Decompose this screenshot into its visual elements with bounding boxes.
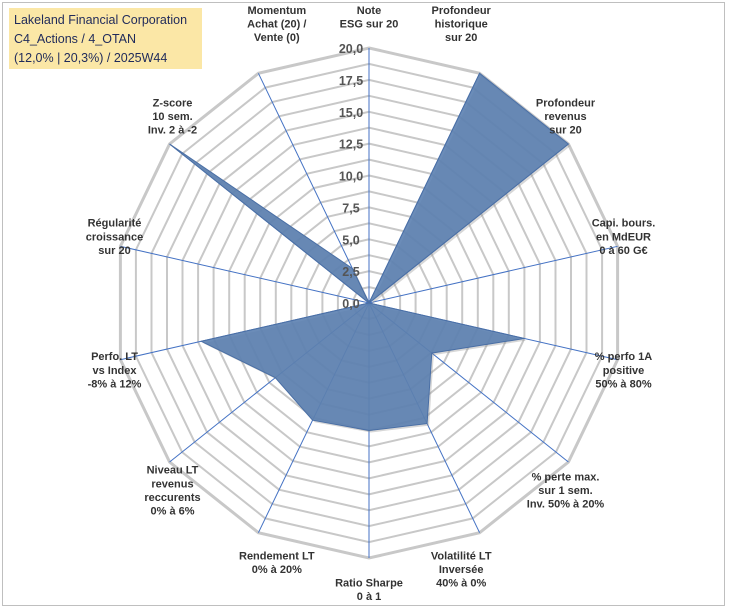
axis-label-line: reccurents	[144, 492, 200, 504]
axis-label-line: 0% à 20%	[252, 564, 302, 576]
axis-label: Rendement LT 0% à 20%	[239, 550, 315, 576]
axis-spoke	[368, 245, 618, 304]
axis-label-line: % perfo 1A	[595, 351, 653, 363]
axis-label-line: croissance	[86, 231, 143, 243]
axis-label-line: historique	[435, 19, 488, 31]
axis-label: Niveau LT revenus reccurents 0% à 6%	[144, 465, 200, 518]
axis-label-line: sur 20	[98, 245, 130, 257]
axis-label-line: ESG sur 20	[340, 19, 399, 31]
axis-label: % perfo 1A positive 50% à 80%	[595, 351, 653, 390]
axis-label-line: revenus	[544, 111, 586, 123]
tick-label: 2,5	[342, 265, 359, 279]
axis-label-line: Profondeur	[432, 5, 492, 17]
tick-label: 17,5	[339, 74, 363, 88]
axis-label-line: Note	[357, 5, 381, 17]
axis-label-line: Capi. bours.	[592, 218, 656, 230]
axis-label-line: Perfo. LT	[91, 351, 138, 363]
tick-label: 12,5	[339, 138, 363, 152]
axis-label-line: 0% à 6%	[150, 506, 194, 518]
axis-label-line: 10 sem.	[152, 111, 192, 123]
axis-label-line: revenus	[151, 478, 193, 490]
axis-label-line: Z-score	[153, 97, 193, 109]
axis-label-line: positive	[603, 365, 645, 377]
axis-label-line: Inv. 2 à -2	[148, 125, 197, 137]
tick-label: 7,5	[342, 201, 359, 215]
axis-label-line: Rendement LT	[239, 550, 315, 562]
portfolio-path: C4_Actions / 4_OTAN	[14, 32, 137, 46]
axis-label-line: 0 à 1	[357, 591, 381, 603]
axis-label: Régularité croissance sur 20	[86, 218, 143, 257]
series-area	[169, 72, 570, 432]
axis-label: Ratio Sharpe 0 à 1	[335, 577, 403, 603]
axis-label: Perfo. LT vs Index -8% à 12%	[88, 351, 142, 390]
axis-label-line: en MdEUR	[596, 231, 651, 243]
axis-label-line: Inv. 50% à 20%	[527, 499, 605, 511]
axis-label-line: sur 20	[549, 125, 581, 137]
axis-label-line: Niveau LT	[147, 465, 199, 477]
axis-label: Profondeur historique sur 20	[432, 5, 492, 44]
axis-spoke	[120, 245, 370, 304]
axis-label-line: 40% à 0%	[436, 578, 486, 590]
axis-label: Z-score 10 sem. Inv. 2 à -2	[148, 97, 197, 136]
axis-label: Volatilité LT Inversée 40% à 0%	[431, 550, 492, 589]
axis-label: Note ESG sur 20	[340, 5, 399, 31]
axis-label-line: Inversée	[439, 564, 484, 576]
score-range-week: (12,0% | 20,3%) / 2025W44	[14, 51, 168, 65]
axis-label-line: Achat (20) /	[247, 19, 306, 31]
series-layer	[169, 72, 571, 433]
axis-label-line: Profondeur	[536, 97, 596, 109]
axis-label: Profondeur revenus sur 20	[536, 97, 596, 136]
tick-label: 15,0	[339, 106, 363, 120]
axis-label-line: vs Index	[92, 365, 137, 377]
axis-label: % perte max. sur 1 sem. Inv. 50% à 20%	[527, 472, 605, 511]
axis-label-line: Régularité	[88, 218, 142, 230]
tick-label: 10,0	[339, 170, 363, 184]
tick-label: 5,0	[342, 233, 359, 247]
axis-label-line: sur 1 sem.	[538, 485, 592, 497]
company-name: Lakeland Financial Corporation	[14, 13, 188, 27]
chart-header: Lakeland Financial Corporation C4_Action…	[9, 8, 202, 69]
axis-label-line: 0 à 60 G€	[599, 245, 647, 257]
tick-label: 0,0	[342, 297, 359, 311]
axis-label: Momentum Achat (20) / Vente (0)	[247, 5, 306, 44]
axis-label-line: Ratio Sharpe	[335, 577, 403, 589]
tick-label: 20,0	[339, 42, 363, 56]
axis-label-line: Momentum	[247, 5, 306, 17]
axis-label: Capi. bours. en MdEUR 0 à 60 G€	[592, 218, 656, 257]
axis-spoke	[257, 73, 370, 304]
axis-label-line: Volatilité LT	[431, 550, 492, 562]
axis-label-line: % perte max.	[532, 472, 600, 484]
axis-label-line: sur 20	[445, 32, 477, 44]
tick-layer: 0,0 2,5 5,0 7,5 10,0 12,5 15,0 17,5 20,0	[339, 42, 363, 311]
axis-label-line: 50% à 80%	[595, 378, 651, 390]
axis-label-line: Vente (0)	[254, 32, 300, 44]
axis-label-line: -8% à 12%	[88, 378, 142, 390]
